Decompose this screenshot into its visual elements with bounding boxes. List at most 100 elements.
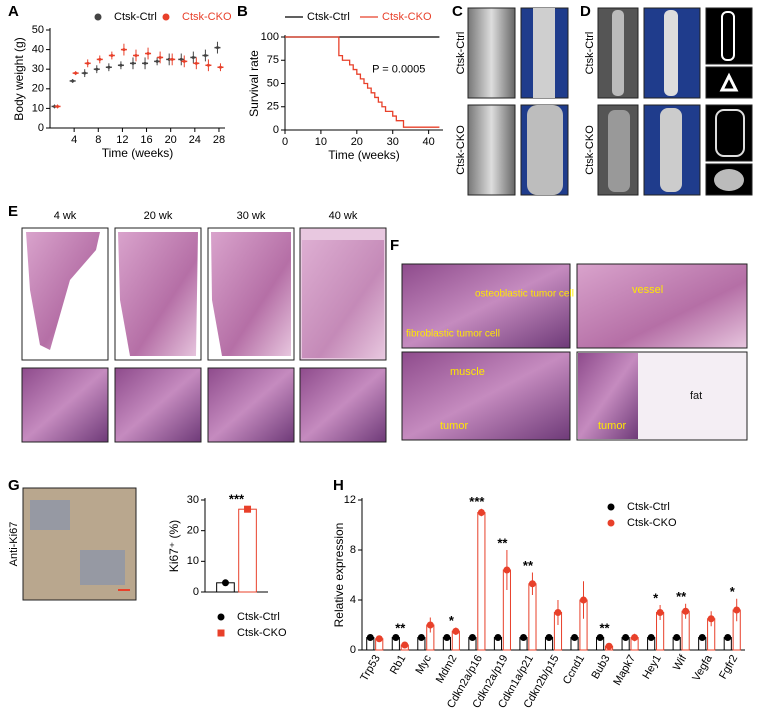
mean-marker xyxy=(221,579,229,587)
legend-marker xyxy=(217,613,225,621)
point xyxy=(110,53,114,57)
legend-marker xyxy=(217,629,225,637)
point xyxy=(134,53,138,57)
x-tick-label: Ccnd1 xyxy=(561,653,587,687)
tissue xyxy=(118,232,198,356)
y-tick-label: 50 xyxy=(267,77,279,89)
y-axis-label: Body weight (g) xyxy=(12,37,26,120)
mean-marker xyxy=(631,634,639,641)
series-line xyxy=(285,36,440,128)
region-label: tumor xyxy=(598,420,626,432)
stain-region xyxy=(80,550,125,585)
legend-marker xyxy=(607,503,615,511)
region-label: tumor xyxy=(440,420,468,432)
tissue xyxy=(26,232,100,350)
mean-marker xyxy=(375,635,383,643)
panel-letter: G xyxy=(8,477,20,494)
x-tick-label: Rb1 xyxy=(388,653,408,676)
zoom-image xyxy=(299,367,387,443)
annotation: P = 0.0005 xyxy=(372,63,425,75)
x-tick-label: Mdm2 xyxy=(434,653,460,685)
significance: ** xyxy=(497,535,508,550)
significance: ** xyxy=(600,620,611,635)
mean-marker xyxy=(443,634,451,641)
point xyxy=(218,65,222,69)
bar xyxy=(238,508,257,593)
y-tick-label: 20 xyxy=(32,83,44,95)
zoom-image xyxy=(114,367,202,443)
y-tick-label: 0 xyxy=(193,586,199,598)
panel-letter: B xyxy=(237,3,248,20)
significance: *** xyxy=(229,492,245,507)
x-tick-label: 16 xyxy=(140,134,152,146)
y-tick-label: 75 xyxy=(267,54,279,66)
histology-image xyxy=(401,351,571,441)
xray-image xyxy=(467,7,516,99)
y-tick-label: 0 xyxy=(38,122,44,134)
significance: * xyxy=(449,613,455,628)
column-label: 4 wk xyxy=(54,210,77,222)
x-tick-label: Trp53 xyxy=(358,653,383,684)
histology-image xyxy=(401,263,571,349)
cross-section xyxy=(719,72,739,92)
point xyxy=(155,59,159,63)
point xyxy=(95,67,99,71)
y-axis-label: Ki67⁺ (%) xyxy=(167,520,181,572)
region-label: fibroblastic tumor cell xyxy=(406,329,500,340)
legend-label: Ctsk-CKO xyxy=(382,11,432,23)
mean-marker xyxy=(707,615,715,623)
mean-marker xyxy=(554,609,562,616)
mean-marker xyxy=(494,634,502,641)
y-tick-label: 100 xyxy=(261,31,279,43)
point xyxy=(107,65,111,69)
x-tick-label: 10 xyxy=(315,136,327,148)
panel-letter: F xyxy=(390,237,399,254)
mean-marker xyxy=(682,607,690,615)
row-label: Ctsk-CKO xyxy=(584,125,596,175)
spine-render xyxy=(533,8,555,98)
panel-letter: D xyxy=(580,3,591,20)
legend-label: Ctsk-CKO xyxy=(182,11,232,23)
y-tick-label: 50 xyxy=(32,24,44,36)
row-label: Ctsk-Ctrl xyxy=(455,32,467,75)
xray-image xyxy=(467,104,516,196)
column-label: 20 wk xyxy=(144,210,173,222)
significance: ** xyxy=(395,620,406,635)
point xyxy=(86,61,90,65)
mean-marker xyxy=(673,634,681,641)
legend-label: Ctsk-CKO xyxy=(627,517,677,529)
y-tick-label: 10 xyxy=(187,555,199,567)
mean-marker xyxy=(647,634,655,641)
legend-label: Ctsk-Ctrl xyxy=(237,611,280,623)
x-axis-label: Time (weeks) xyxy=(102,146,174,160)
zoom-image xyxy=(21,367,109,443)
x-tick-label: 8 xyxy=(95,134,101,146)
mean-marker xyxy=(596,634,604,641)
histology-image xyxy=(576,263,748,349)
x-tick-label: 20 xyxy=(351,136,363,148)
y-tick-label: 12 xyxy=(344,494,356,506)
y-tick-label: 25 xyxy=(267,101,279,113)
bone xyxy=(660,108,682,192)
spine-render xyxy=(527,105,563,195)
bar xyxy=(477,512,486,651)
mean-marker xyxy=(392,634,400,641)
y-tick-label: 4 xyxy=(350,594,356,606)
point xyxy=(143,61,147,65)
point xyxy=(56,104,60,108)
y-tick-label: 8 xyxy=(350,544,356,556)
y-axis-label: Survival rate xyxy=(247,50,261,117)
mean-marker xyxy=(477,509,485,516)
bone xyxy=(608,110,630,192)
point xyxy=(131,61,135,65)
tissue xyxy=(211,232,291,356)
mean-marker xyxy=(656,609,664,616)
legend-label: Ctsk-Ctrl xyxy=(307,11,350,23)
mean-marker xyxy=(366,634,374,641)
region-label: osteoblastic tumor cell xyxy=(475,289,574,300)
significance: ** xyxy=(676,589,687,604)
bone xyxy=(721,11,735,61)
point xyxy=(182,59,186,63)
bone xyxy=(715,109,745,157)
